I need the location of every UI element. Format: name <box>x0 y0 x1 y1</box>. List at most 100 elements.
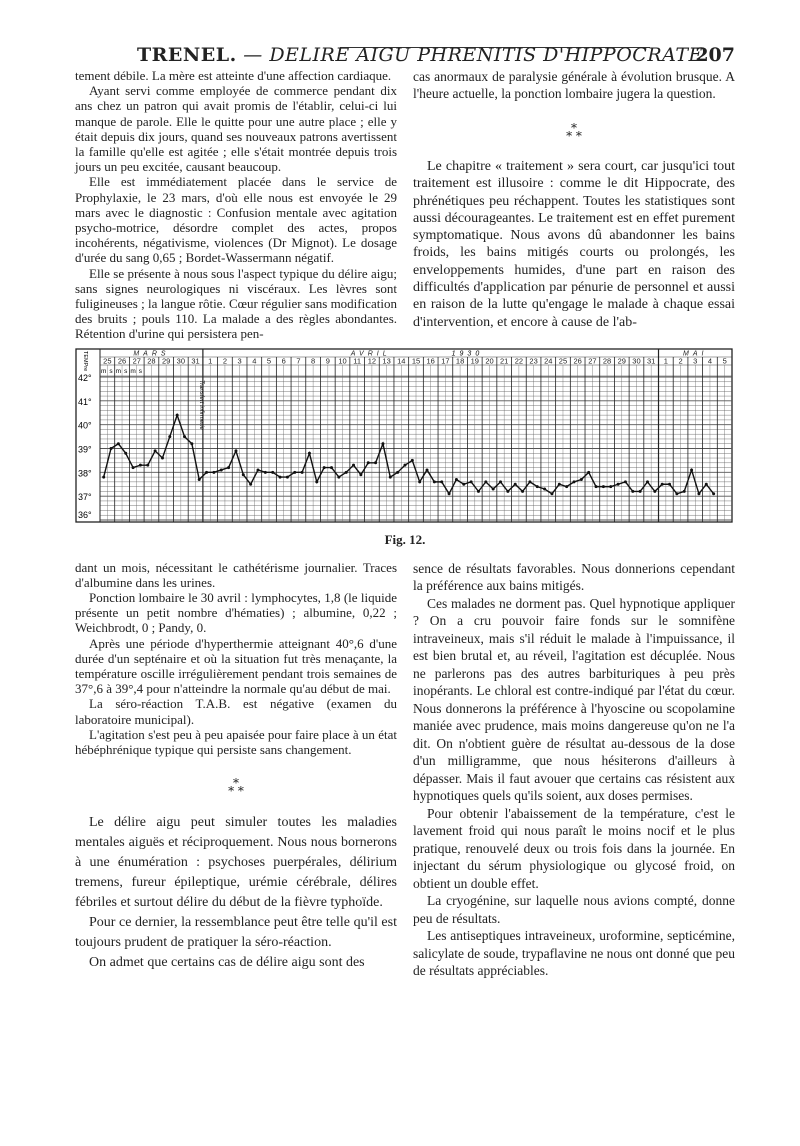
temperature-point <box>109 446 113 450</box>
day-label: 29 <box>162 356 170 365</box>
temperature-point <box>124 451 128 455</box>
temperature-point <box>425 468 429 472</box>
temperature-point <box>241 472 245 476</box>
left-column-bottom-wrap: dant un mois, nécessitant le cathétérism… <box>75 560 397 974</box>
section-separator: * * * <box>566 121 582 143</box>
reading-label: s <box>109 368 113 375</box>
temperature-point <box>153 449 157 453</box>
temperature-point <box>476 489 480 493</box>
temperature-point <box>418 480 422 484</box>
reading-label: m <box>101 368 106 375</box>
paragraph: Les antiseptiques intraveineux, uroformi… <box>413 928 735 979</box>
day-label: 31 <box>647 356 655 365</box>
reading-label: s <box>139 368 143 375</box>
temperature-point <box>315 480 319 484</box>
paragraph: cas anormaux de paralysie générale à évo… <box>413 69 735 101</box>
temperature-point <box>535 484 539 488</box>
temperature-point <box>256 468 260 472</box>
day-label: 9 <box>326 356 330 365</box>
day-label: 5 <box>723 356 727 365</box>
paragraph: On admet que certains cas de délire aigu… <box>89 955 365 971</box>
day-label: 28 <box>147 356 155 365</box>
temperature-point <box>381 441 385 445</box>
day-label: 19 <box>471 356 479 365</box>
month-label: MARS <box>133 350 169 357</box>
temperature-point <box>138 463 142 467</box>
day-label: 11 <box>353 356 361 365</box>
temperature-point <box>190 441 194 445</box>
paragraph: Pour ce dernier, la ressemblance peut êt… <box>75 915 397 951</box>
day-label: 2 <box>223 356 227 365</box>
temperature-point <box>410 458 414 462</box>
temperature-chart: 25 26 27 28 29 30 31 1 2 3 4 5 6 7 8 9 10 11 12 13 14 15 16 17 1… <box>75 348 733 523</box>
day-label: 4 <box>708 356 712 365</box>
y-tick-label: 41° <box>78 396 92 406</box>
y-tick-label: 36° <box>78 510 92 520</box>
temperature-point <box>690 468 694 472</box>
temperature-point <box>263 470 267 474</box>
day-label: 29 <box>618 356 626 365</box>
day-label: 26 <box>118 356 126 365</box>
temperature-point <box>285 475 289 479</box>
chart-frame <box>75 348 733 523</box>
temperature-point <box>454 477 458 481</box>
day-label: 28 <box>603 356 611 365</box>
temperature-point <box>601 484 605 488</box>
paragraph: Le délire aigu peut simuler toutes les m… <box>75 815 397 911</box>
day-label: 31 <box>191 356 199 365</box>
day-label: 25 <box>559 356 567 365</box>
paragraph: dant un mois, nécessitant le cathétérism… <box>75 559 397 590</box>
paragraph: sence de résultats favorables. Nous donn… <box>413 560 735 594</box>
day-label: 13 <box>382 356 390 365</box>
temperature-point <box>307 451 311 455</box>
temperature-point <box>300 470 304 474</box>
temperature-point <box>528 480 532 484</box>
day-label: 8 <box>311 356 315 365</box>
day-label: 3 <box>238 356 242 365</box>
day-label: 30 <box>632 356 640 365</box>
temperature-point <box>660 482 664 486</box>
temperature-point <box>513 482 517 486</box>
paragraph: Ayant servi comme employée de commerce p… <box>75 83 397 175</box>
paragraph: tement débile. La mère est atteinte d'un… <box>75 68 392 83</box>
temperature-point <box>506 489 510 493</box>
right-column-top: cas anormaux de paralysie générale à évo… <box>413 68 735 102</box>
y-tick-label: 39° <box>78 444 92 454</box>
day-label: 1 <box>208 356 212 365</box>
day-label: 24 <box>544 356 552 365</box>
temperature-point <box>396 470 400 474</box>
day-label: 22 <box>515 356 523 365</box>
temperature-point <box>447 491 451 495</box>
top-columns: tement débile. La mère est atteinte d'un… <box>75 68 735 342</box>
temperature-point <box>491 487 495 491</box>
temperature-point <box>682 489 686 493</box>
reading-label: s <box>124 368 128 375</box>
temperature-point <box>197 477 201 481</box>
page: TRENEL. — DELIRE AIGU PHRENITIS D'HIPPOC… <box>75 44 735 979</box>
temperature-point <box>227 465 231 469</box>
day-label: 14 <box>397 356 405 365</box>
day-label: 23 <box>529 356 537 365</box>
temperature-point <box>175 413 179 417</box>
paragraph: Pour obtenir l'abaissement de la tempéra… <box>413 805 735 891</box>
paragraph: La cryogénine, sur laquelle nous avions … <box>413 893 735 926</box>
temperature-point <box>102 475 106 479</box>
left-column-diagnosis: Le délire aigu peut simuler toutes les m… <box>75 813 397 973</box>
section-separator-2: * * * <box>228 776 244 799</box>
temperature-point <box>623 480 627 484</box>
day-label: 7 <box>296 356 300 365</box>
temperature-point <box>432 480 436 484</box>
temperature-point <box>234 449 238 453</box>
temperature-point <box>499 480 503 484</box>
y-tick-label: 42° <box>78 373 92 383</box>
temperature-point <box>219 468 223 472</box>
day-label: 3 <box>693 356 697 365</box>
day-label: 20 <box>485 356 493 365</box>
temperature-point <box>168 434 172 438</box>
temperature-point <box>249 482 253 486</box>
y-tick-label: 38° <box>78 468 92 478</box>
temperature-point <box>653 489 657 493</box>
month-label: MAI <box>683 350 707 357</box>
header-rule <box>340 47 650 48</box>
day-label: 1 <box>664 356 668 365</box>
